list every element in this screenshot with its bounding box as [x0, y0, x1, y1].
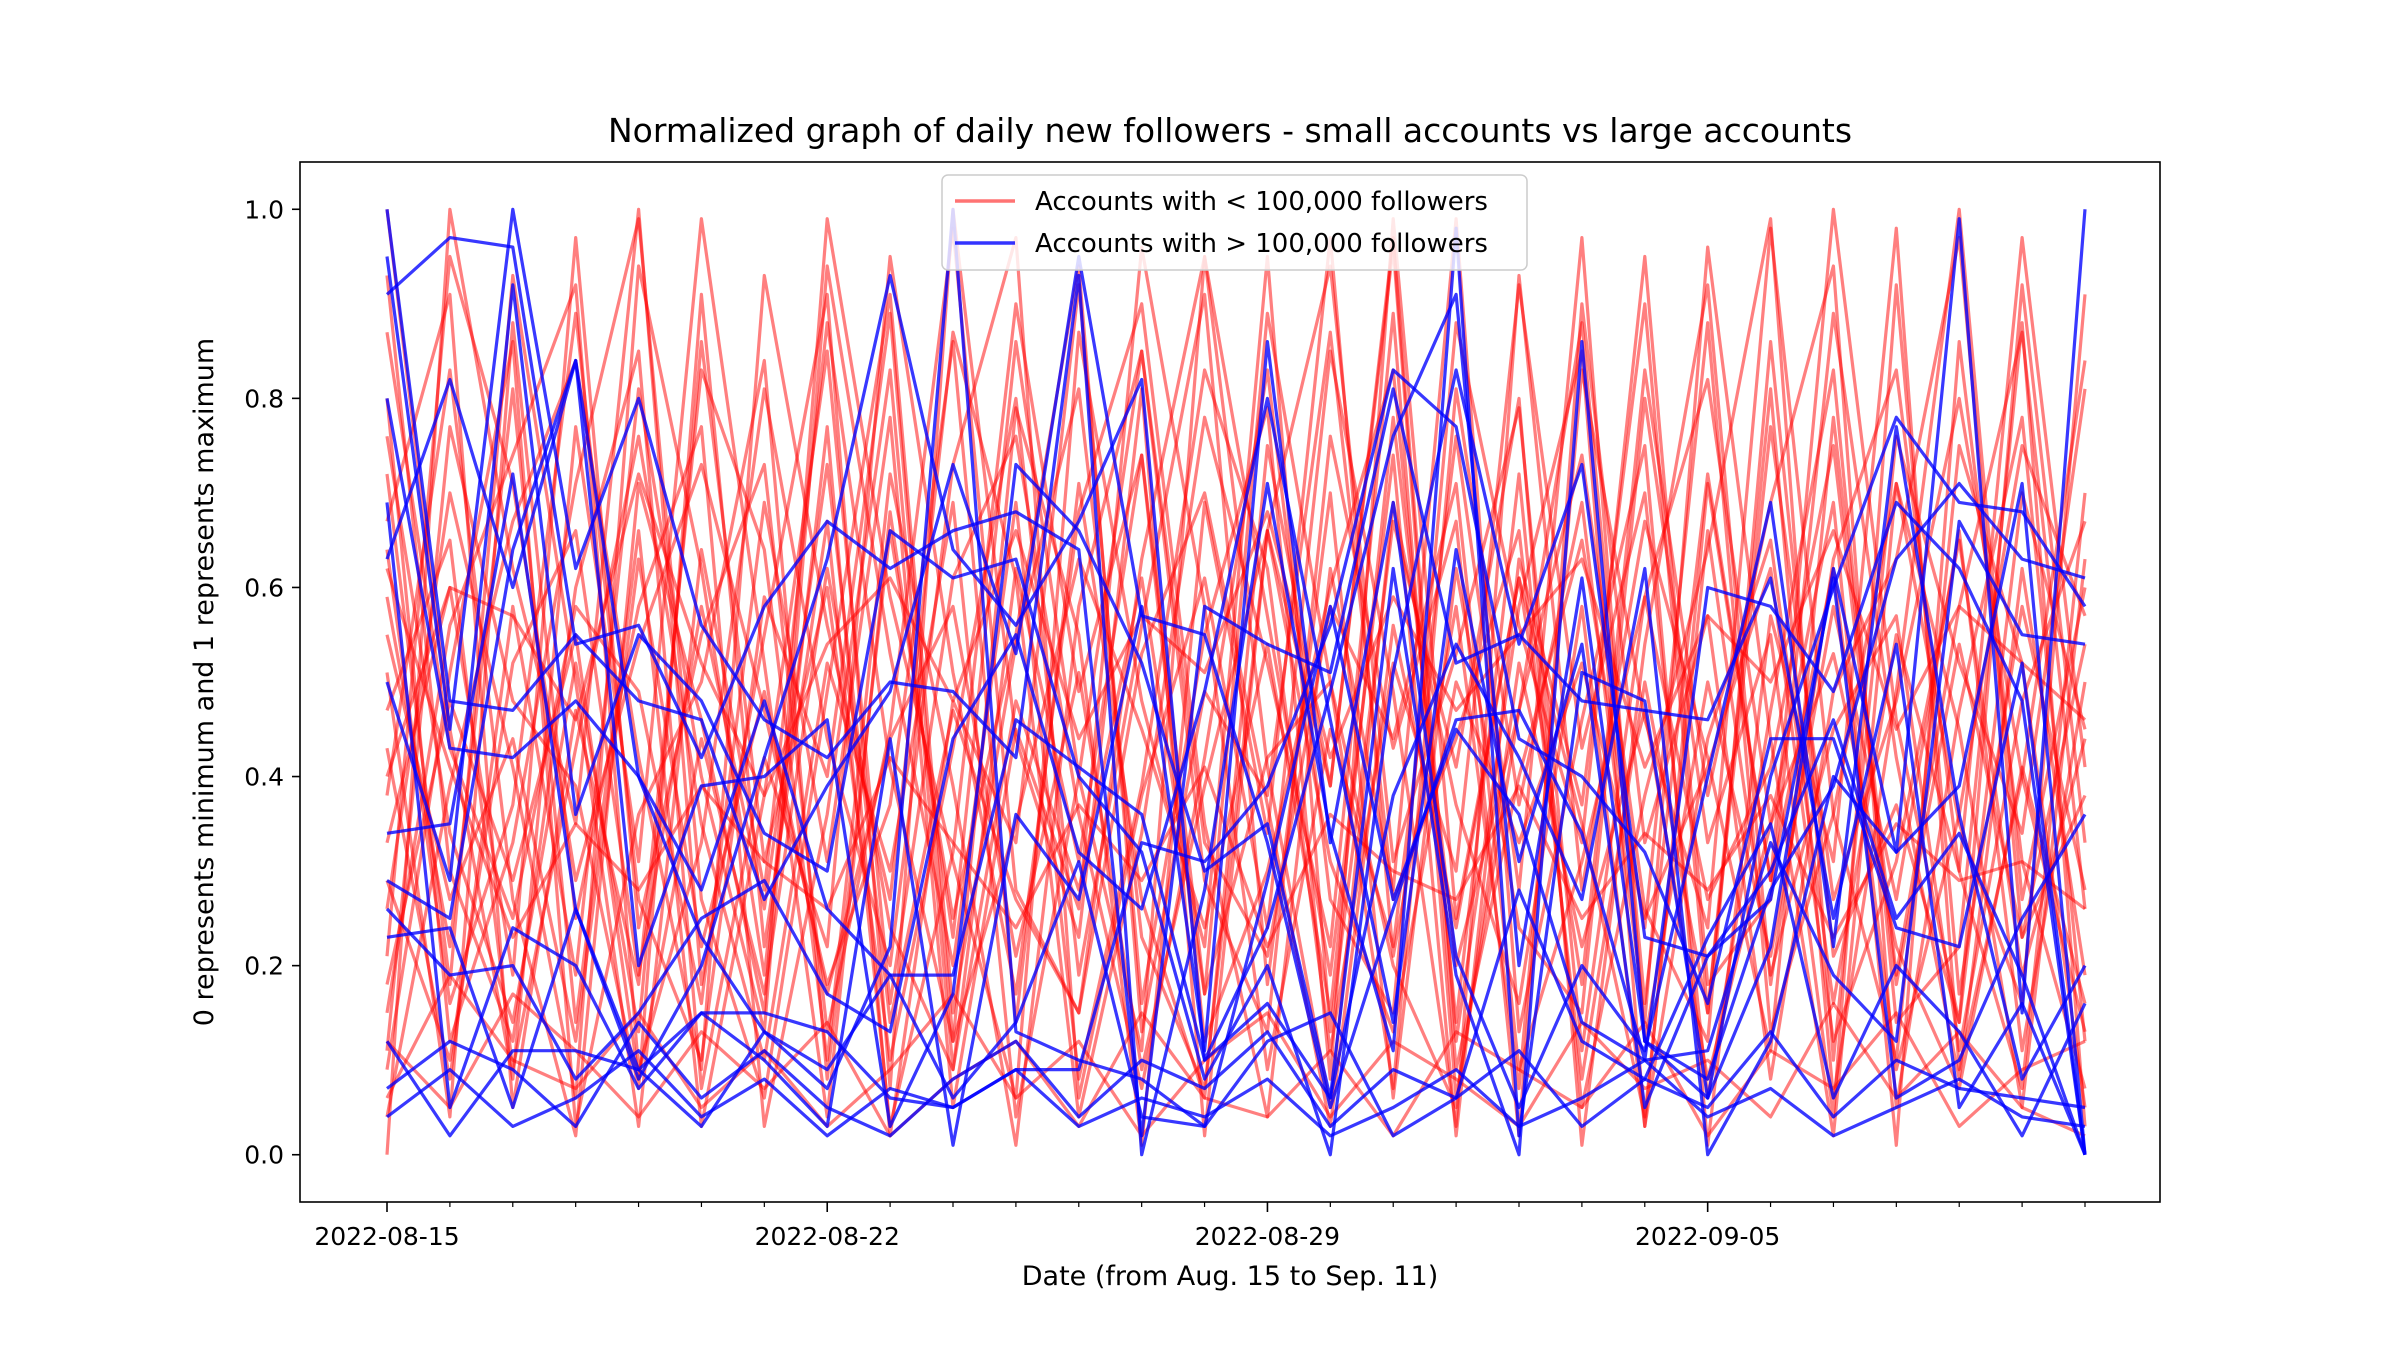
x-axis-label: Date (from Aug. 15 to Sep. 11) — [1022, 1261, 1439, 1292]
x-tick-label: 2022-08-29 — [1195, 1222, 1340, 1251]
series-line-large-40 — [386, 1020, 2086, 1138]
series-line-small-26 — [385, 472, 2087, 798]
series-line-small-14 — [385, 236, 2087, 1110]
y-tick-label: 1.0 — [244, 195, 284, 224]
y-axis: 0.0 0.2 0.4 0.6 0.8 1.0 — [244, 195, 300, 1170]
x-tick-label: 2022-08-22 — [755, 1222, 900, 1251]
x-tick-label: 2022-09-05 — [1635, 1222, 1780, 1251]
series-line-small-22 — [385, 529, 2087, 1072]
y-tick-label: 0.8 — [244, 384, 284, 413]
series-line-large-30 — [385, 209, 2087, 1155]
y-axis-label: 0 represents minimum and 1 represents ma… — [189, 338, 220, 1026]
series-line-small-25 — [385, 992, 2086, 1138]
series-line-large-34 — [385, 283, 2087, 1157]
y-tick-label: 0.2 — [244, 952, 284, 981]
plot-frame — [299, 161, 2161, 1203]
legend-label: Accounts with > 100,000 followers — [1035, 229, 1488, 259]
series-line-large-33 — [385, 207, 2086, 1129]
y-tick-label: 0.4 — [244, 763, 284, 792]
series-line-large-37 — [385, 396, 2087, 1110]
series-line-large-36 — [386, 340, 2086, 1157]
series-line-large-41 — [386, 1049, 2086, 1138]
y-tick-label: 0.0 — [244, 1141, 284, 1170]
series-line-small-27 — [385, 568, 2086, 949]
series-line-large-39 — [385, 822, 2087, 1138]
chart-title: Normalized graph of daily new followers … — [608, 111, 1852, 150]
series-line-small-15 — [385, 264, 2087, 1127]
y-tick-label: 0.6 — [244, 573, 284, 602]
series-layer — [385, 207, 2087, 1157]
series-line-small-17 — [385, 283, 2087, 1119]
series-line-large-35 — [386, 273, 2087, 1100]
legend-label: Accounts with < 100,000 followers — [1035, 187, 1488, 217]
x-tick-label: 2022-08-15 — [314, 1222, 459, 1251]
x-axis: 2022-08-15 2022-08-22 2022-08-29 2022-09-05 — [314, 1202, 2086, 1251]
series-line-small-21 — [385, 462, 2087, 1129]
series-line-small-16 — [385, 245, 2087, 1110]
series-line-large-29 — [385, 236, 2087, 1156]
legend-box — [941, 174, 1528, 271]
legend: Accounts with < 100,000 followers Account… — [941, 174, 1528, 271]
series-line-large-38 — [386, 340, 2087, 1147]
